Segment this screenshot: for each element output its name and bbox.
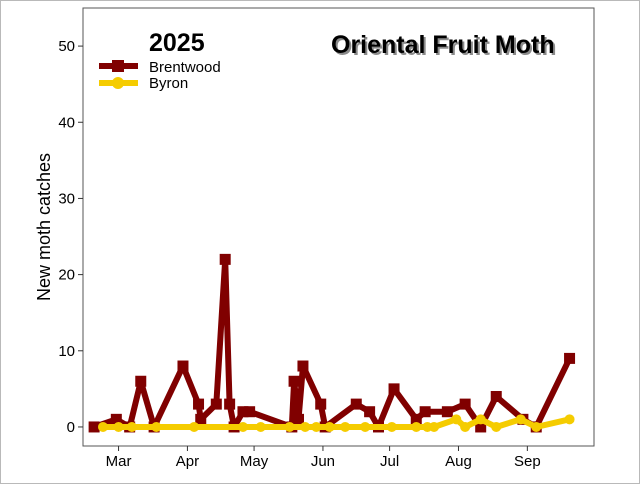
- data-point-brentwood: [293, 413, 305, 425]
- chart-title: Oriental Fruit Moth: [331, 31, 555, 59]
- data-point-byron: [386, 421, 397, 432]
- x-tick-label: Apr: [176, 453, 199, 470]
- data-point-brentwood: [193, 398, 205, 410]
- data-point-byron: [189, 421, 200, 432]
- data-point-byron: [515, 414, 526, 425]
- y-axis: 0 10 20 30 40 50: [58, 38, 83, 436]
- data-point-brentwood: [564, 352, 576, 364]
- data-point-brentwood: [219, 253, 231, 265]
- data-point-brentwood: [350, 398, 362, 410]
- y-tick-label: 30: [58, 190, 75, 207]
- data-point-brentwood: [475, 421, 487, 433]
- legend-marker-byron: [112, 77, 124, 89]
- data-point-brentwood: [410, 413, 422, 425]
- data-point-byron: [300, 421, 311, 432]
- series-layer: [88, 253, 576, 433]
- y-tick-label: 50: [58, 38, 75, 55]
- data-point-brentwood: [135, 375, 147, 387]
- plot-panel: [82, 7, 595, 447]
- x-tick-label: Jun: [311, 453, 335, 470]
- data-point-brentwood: [297, 360, 309, 372]
- data-point-brentwood: [419, 406, 431, 418]
- data-point-brentwood: [110, 413, 122, 425]
- x-tick-label: Jul: [380, 453, 399, 470]
- data-point-byron: [97, 421, 108, 432]
- x-tick-label: Sep: [514, 453, 541, 470]
- data-point-brentwood: [388, 383, 400, 395]
- y-axis-title: New moth catches: [34, 153, 54, 301]
- data-point-byron: [460, 421, 471, 432]
- y-tick-label: 0: [67, 419, 75, 436]
- data-point-byron: [151, 421, 162, 432]
- x-tick-label: Mar: [106, 453, 132, 470]
- data-point-brentwood: [459, 398, 471, 410]
- legend-marker-brentwood: [112, 60, 124, 72]
- data-point-brentwood: [364, 406, 376, 418]
- data-point-byron: [324, 421, 335, 432]
- x-axis: Mar Apr May Jun Jul Aug Sep: [106, 446, 541, 470]
- data-point-byron: [531, 421, 542, 432]
- data-point-brentwood: [210, 398, 222, 410]
- chart-subtitle: 2025: [149, 29, 205, 57]
- legend-label-byron: Byron: [149, 75, 188, 92]
- data-point-brentwood: [490, 390, 502, 402]
- data-point-byron: [237, 421, 248, 432]
- data-point-brentwood: [224, 398, 236, 410]
- x-tick-label: May: [240, 453, 269, 470]
- legend-entry-brentwood: Brentwood: [99, 59, 221, 76]
- data-point-byron: [451, 414, 462, 425]
- data-point-byron: [475, 414, 486, 425]
- data-point-brentwood: [88, 421, 100, 433]
- data-point-byron: [126, 421, 137, 432]
- y-tick-label: 10: [58, 343, 75, 360]
- x-tick-label: Aug: [445, 453, 472, 470]
- legend-entry-byron: Byron: [99, 75, 188, 92]
- data-point-brentwood: [244, 406, 256, 418]
- data-point-brentwood: [315, 398, 327, 410]
- data-point-byron: [564, 414, 575, 425]
- series-byron: [97, 414, 575, 432]
- data-point-byron: [340, 421, 351, 432]
- data-point-byron: [284, 421, 295, 432]
- legend-label-brentwood: Brentwood: [149, 59, 221, 76]
- data-point-byron: [255, 421, 266, 432]
- y-tick-label: 20: [58, 267, 75, 284]
- data-point-byron: [411, 421, 422, 432]
- data-point-byron: [311, 421, 322, 432]
- chart-title-shadow: Oriental Fruit Moth: [333, 33, 557, 61]
- y-tick-label: 40: [58, 114, 75, 131]
- data-point-byron: [491, 421, 502, 432]
- legend: Brentwood Byron: [99, 59, 221, 92]
- data-point-brentwood: [195, 413, 207, 425]
- data-point-brentwood: [177, 360, 189, 372]
- data-point-byron: [429, 421, 440, 432]
- data-point-byron: [113, 421, 124, 432]
- data-point-byron: [360, 421, 371, 432]
- data-point-brentwood: [441, 406, 453, 418]
- data-point-brentwood: [288, 375, 300, 387]
- data-point-brentwood: [237, 406, 249, 418]
